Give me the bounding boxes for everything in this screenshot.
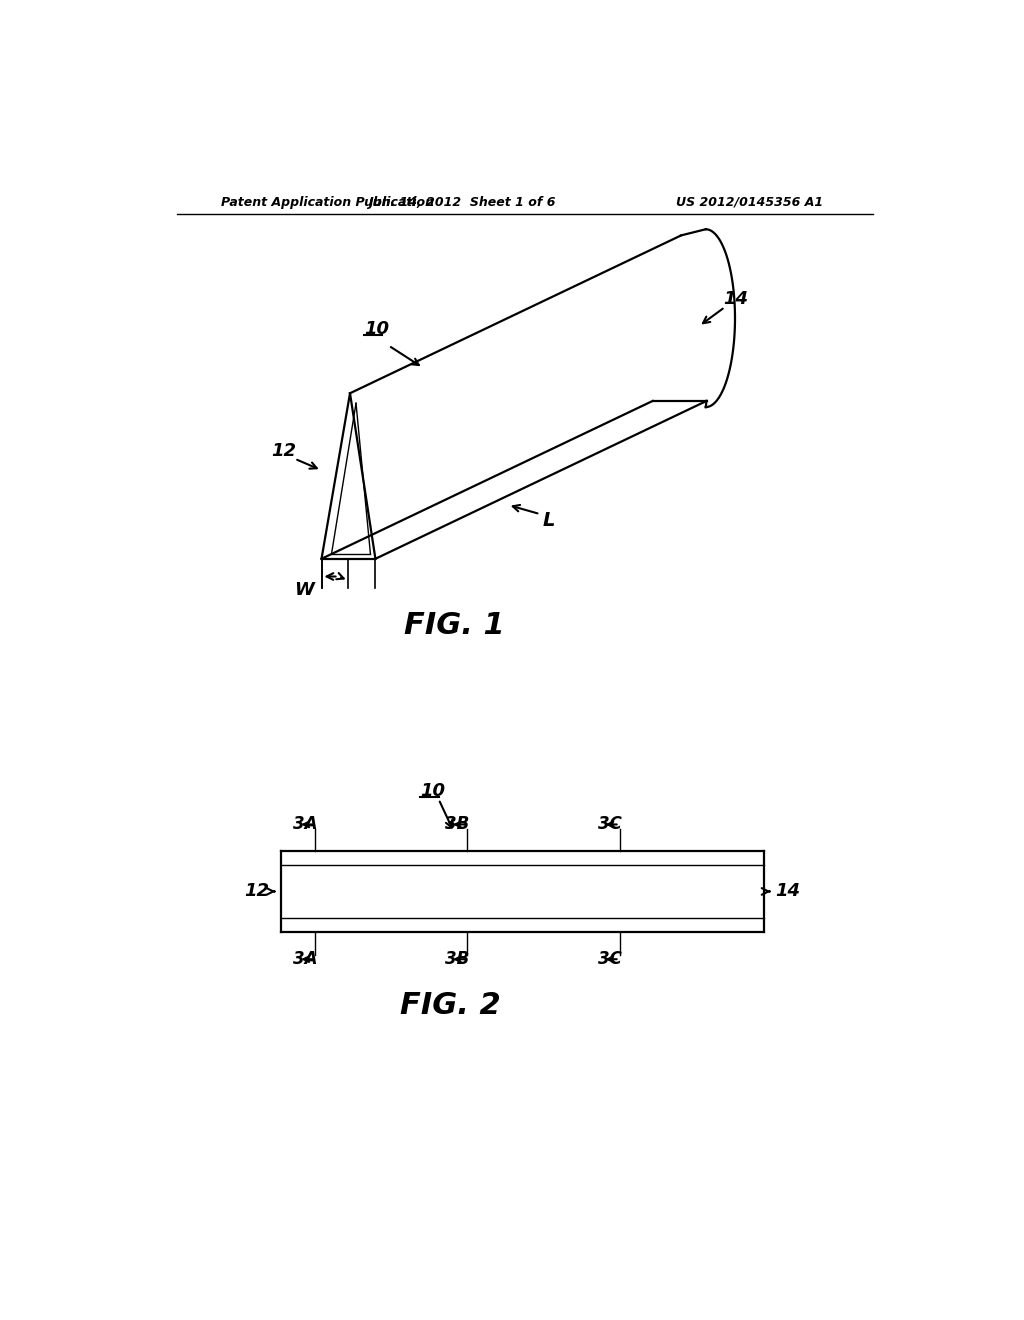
Text: 3C: 3C [598,816,622,833]
Polygon shape [322,393,376,558]
Text: 14: 14 [775,883,800,900]
Text: 12: 12 [271,442,297,459]
Text: 14: 14 [724,289,749,308]
Text: 3A: 3A [293,816,317,833]
Bar [281,866,764,919]
Text: 10: 10 [420,783,445,800]
Bar [281,919,764,932]
Polygon shape [322,401,707,558]
Text: FIG. 1: FIG. 1 [403,611,505,639]
Text: US 2012/0145356 A1: US 2012/0145356 A1 [677,195,823,209]
Text: Jun. 14, 2012  Sheet 1 of 6: Jun. 14, 2012 Sheet 1 of 6 [368,195,555,209]
Text: 10: 10 [364,321,389,338]
Text: W: W [295,581,314,598]
Text: 3A: 3A [293,950,317,968]
Text: FIG. 2: FIG. 2 [399,991,501,1020]
Text: 3B: 3B [445,950,469,968]
Text: 3B: 3B [445,816,469,833]
Text: 12: 12 [245,883,269,900]
Polygon shape [350,235,707,558]
Text: L: L [543,511,555,529]
Bar [281,851,764,866]
Text: 3C: 3C [598,950,622,968]
Polygon shape [681,230,735,407]
Text: Patent Application Publication: Patent Application Publication [221,195,434,209]
